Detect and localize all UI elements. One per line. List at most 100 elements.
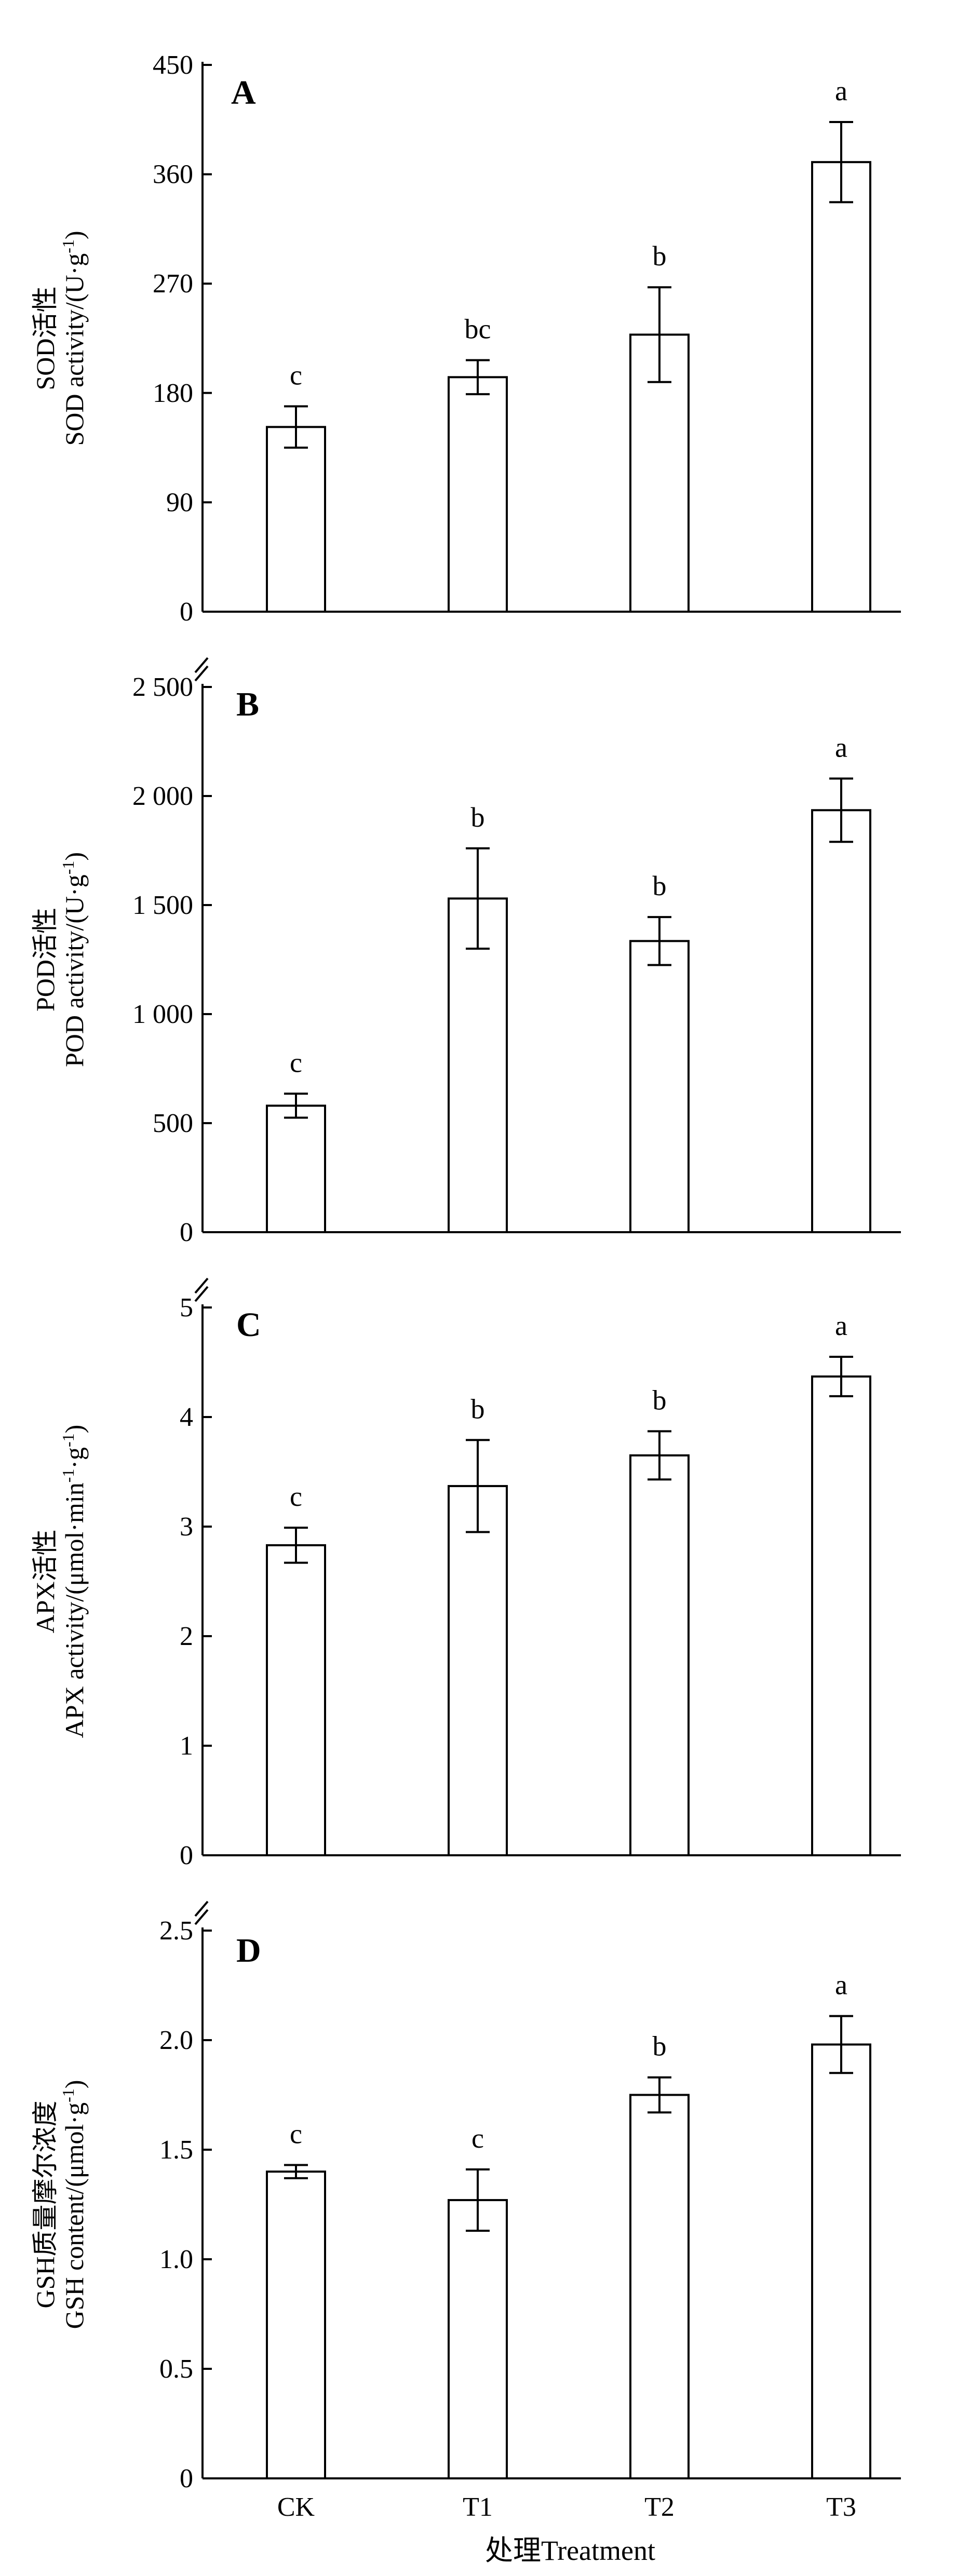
y-tick-label: 2.5 [159, 1916, 193, 1946]
axis-break-mark [194, 657, 209, 682]
bar-CK [266, 1104, 326, 1233]
bar-T2 [629, 940, 690, 1234]
axis-break-stroke [194, 1277, 209, 1294]
significance-label-T2: b [653, 240, 667, 272]
y-tick-label: 1 [180, 1731, 193, 1761]
bar-T2 [629, 2094, 690, 2479]
y-axis-label-en-text: ) [60, 231, 89, 239]
y-axis-label-cn: GSH质量摩尔浓度 [31, 2100, 60, 2308]
significance-label-T2: b [653, 2031, 667, 2062]
bar-T3 [811, 2043, 871, 2479]
y-axis-label-en-text: ·g [60, 1447, 89, 1469]
axis-break-stroke [194, 1900, 209, 1917]
bar-T1 [448, 1485, 508, 1856]
panel-label: A [231, 74, 256, 112]
y-axis-label-en: GSH content/(μmol·g-1) [59, 2080, 89, 2329]
y-tick-label: 3 [180, 1512, 193, 1542]
axis-break-stroke [194, 657, 209, 673]
bar-T1 [448, 897, 508, 1233]
error-bar-T2 [648, 1430, 671, 1481]
y-tick-label: 0 [180, 597, 193, 627]
error-bar-CK [284, 2164, 308, 2179]
bar-T3 [811, 1375, 871, 1856]
y-axis-label-cn: SOD活性 [31, 286, 60, 390]
y-axis-label-en-text: ) [60, 1425, 89, 1434]
significance-label-T2: b [653, 1384, 667, 1415]
significance-label-T3: a [835, 1310, 847, 1341]
error-bar-T1 [466, 359, 490, 396]
bar-T2 [629, 1454, 690, 1857]
x-tick-label-T2: T2 [644, 2492, 675, 2522]
y-axis-label-superscript: -1 [59, 1469, 77, 1483]
x-tick-label-T3: T3 [826, 2492, 856, 2522]
y-axis-label-superscript: -1 [59, 861, 77, 875]
y-tick-label: 4 [180, 1402, 193, 1432]
y-tick-label: 270 [153, 269, 193, 299]
y-axis-label-en-text: ) [60, 2080, 89, 2089]
y-axis-label-superscript: -1 [59, 2088, 77, 2102]
y-tick-label: 2.0 [159, 2026, 193, 2055]
y-tick-label: 2 500 [132, 672, 193, 702]
significance-label-T1: b [471, 1393, 485, 1424]
y-tick-label: 2 000 [132, 781, 193, 811]
bar-CK [266, 1544, 326, 1857]
significance-label-T1: c [471, 2123, 484, 2154]
bar-T1 [448, 2199, 508, 2480]
error-bar-T1 [466, 2168, 490, 2232]
significance-label-T2: b [653, 870, 667, 901]
y-tick-label: 0 [180, 2464, 193, 2493]
y-axis-label: SOD活性 SOD activity/(U·g-1) [31, 231, 89, 446]
y-axis-label-en-text: SOD activity/(U·g [60, 253, 89, 446]
bar-T3 [811, 161, 871, 613]
y-axis-label: GSH质量摩尔浓度 GSH content/(μmol·g-1) [31, 2080, 89, 2329]
y-tick-label: 0 [180, 1218, 193, 1247]
panel-D: 0 0.5 1.0 1.5 2.0 2.5 c c b a D GSH质量摩尔浓度 GSH conten… [31, 1900, 901, 2493]
y-axis-label-cn: APX活性 [31, 1529, 60, 1633]
error-bar-T1 [466, 847, 490, 950]
significance-label-T1: bc [465, 314, 491, 345]
significance-label-CK: c [290, 360, 302, 391]
y-axis-label: APX活性 APX activity/(μmol·min-1·g-1) [31, 1425, 89, 1738]
y-axis-label-en-text: APX activity/(μmol·min [60, 1482, 89, 1738]
error-bar-T2 [648, 286, 671, 383]
y-axis-label: POD活性 POD activity/(U·g-1) [31, 852, 89, 1067]
axis-break-stroke [194, 1909, 209, 1925]
significance-label-T3: a [835, 75, 847, 106]
panel-label: C [236, 1306, 261, 1344]
error-bar-T3 [829, 777, 853, 843]
significance-label-CK: c [290, 2119, 302, 2150]
axis-break-mark [194, 1277, 209, 1302]
error-bar-T3 [829, 1355, 853, 1397]
y-axis-label-en: SOD activity/(U·g-1) [59, 231, 89, 446]
y-axis-label-superscript: -1 [59, 1433, 77, 1447]
significance-label-T1: b [471, 802, 485, 833]
y-tick-label: 2 [180, 1622, 193, 1651]
bar-CK [266, 2170, 326, 2480]
y-axis-label-en-text: ) [60, 852, 89, 861]
y-tick-label: 450 [153, 50, 193, 80]
y-axis-label-en: POD activity/(U·g-1) [59, 852, 89, 1067]
error-bar-CK [284, 1093, 308, 1119]
x-tick-label-CK: CK [277, 2492, 315, 2522]
y-tick-label: 1.5 [159, 2135, 193, 2165]
y-axis-label-cn: POD活性 [31, 908, 60, 1011]
x-axis-label: 处理Treatment [485, 2535, 655, 2566]
error-bar-CK [284, 405, 308, 449]
error-bar-T1 [466, 1439, 490, 1533]
bar-T3 [811, 809, 871, 1234]
significance-label-CK: c [290, 1481, 302, 1512]
error-bar-T2 [648, 2076, 671, 2114]
axis-break-stroke [194, 665, 209, 682]
y-axis-label-en-text: POD activity/(U·g [60, 874, 89, 1067]
error-bar-T3 [829, 2015, 853, 2074]
y-tick-label: 0.5 [159, 2354, 193, 2384]
y-tick-label: 5 [180, 1293, 193, 1323]
bar-T1 [448, 376, 508, 613]
y-axis-label-superscript: -1 [59, 239, 77, 253]
axis-break-stroke [194, 1286, 209, 1302]
y-axis-label-en: APX activity/(μmol·min-1·g-1) [59, 1425, 89, 1738]
panel-label: D [236, 1932, 261, 1970]
error-bar-T3 [829, 120, 853, 204]
